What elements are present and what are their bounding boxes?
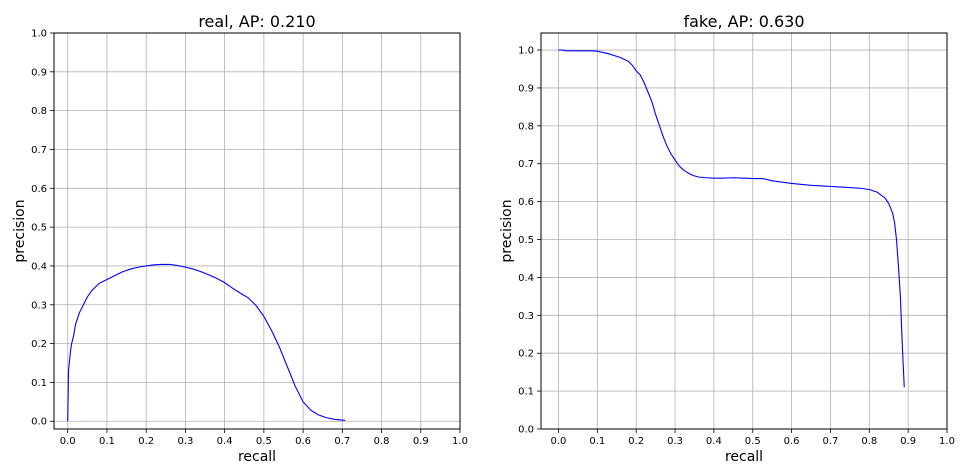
x-tick-label: 0.8 <box>374 436 390 447</box>
y-tick-label: 0.0 <box>518 425 534 436</box>
chart-real-xlabel: recall <box>238 449 276 465</box>
y-tick-label: 0.8 <box>31 106 47 117</box>
y-tick-label: 0.3 <box>518 311 534 322</box>
chart-fake-pr-curve <box>558 49 905 388</box>
y-tick-label: 1.0 <box>518 46 534 57</box>
x-tick-label: 1.0 <box>939 436 955 447</box>
y-tick-label: 0.7 <box>31 145 47 156</box>
y-tick-label: 0.6 <box>31 184 47 195</box>
y-tick-label: 0.7 <box>518 159 534 170</box>
y-tick-label: 0.1 <box>518 387 534 398</box>
x-tick-label: 0.2 <box>628 436 644 447</box>
x-tick-label: 0.5 <box>256 436 272 447</box>
chart-real-frame <box>53 32 461 430</box>
chart-real-title: real, AP: 0.210 <box>198 12 315 31</box>
y-tick-label: 0.1 <box>31 378 47 389</box>
x-tick-label: 0.5 <box>745 436 761 447</box>
y-tick-label: 0.2 <box>31 339 47 350</box>
y-tick-label: 0.5 <box>31 223 47 234</box>
y-tick-label: 0.2 <box>518 349 534 360</box>
x-tick-label: 0.8 <box>861 436 877 447</box>
chart-fake-gridlines <box>541 33 948 430</box>
chart-real-pr-curve <box>67 263 346 422</box>
chart-fake-ticks: 0.0 0.1 0.2 0.3 0.4 0.5 0.6 0.7 0.8 0.9 1.0 0.0 0.1 0… <box>518 46 955 447</box>
x-tick-label: 0.1 <box>99 436 115 447</box>
x-tick-label: 0.9 <box>900 436 916 447</box>
x-tick-label: 0.1 <box>589 436 605 447</box>
x-tick-label: 0.3 <box>177 436 193 447</box>
x-tick-label: 0.7 <box>822 436 838 447</box>
y-tick-label: 0.5 <box>518 235 534 246</box>
chart-real: real, AP: 0.210 0.0 0.1 0.2 0.3 0.4 0.5 0.6 0.7… <box>12 12 468 465</box>
chart-fake: fake, AP: 0.630 0.0 0.1 0.2 0.3 0.4 0.5 0.6 0.7… <box>499 12 955 465</box>
y-tick-label: 1.0 <box>31 29 47 40</box>
x-tick-label: 0.2 <box>138 436 154 447</box>
x-tick-label: 0.0 <box>551 436 567 447</box>
y-tick-label: 0.9 <box>518 83 534 94</box>
y-tick-label: 0.4 <box>31 261 47 272</box>
y-tick-label: 0.8 <box>518 121 534 132</box>
chart-fake-xlabel: recall <box>725 449 763 465</box>
chart-real-ylabel: precision <box>12 199 28 262</box>
y-tick-label: 0.3 <box>31 300 47 311</box>
x-tick-label: 0.4 <box>706 436 722 447</box>
x-tick-label: 0.6 <box>295 436 311 447</box>
chart-fake-ylabel: precision <box>499 199 515 262</box>
x-tick-label: 1.0 <box>452 436 468 447</box>
y-tick-label: 0.9 <box>31 67 47 78</box>
chart-fake-title: fake, AP: 0.630 <box>683 12 804 31</box>
x-tick-label: 0.0 <box>60 436 76 447</box>
y-tick-label: 0.0 <box>31 417 47 428</box>
x-tick-label: 0.3 <box>667 436 683 447</box>
x-tick-label: 0.4 <box>217 436 233 447</box>
x-tick-label: 0.6 <box>784 436 800 447</box>
y-tick-label: 0.4 <box>518 273 534 284</box>
chart-fake-frame <box>540 32 948 430</box>
x-tick-label: 0.7 <box>334 436 350 447</box>
x-tick-label: 0.9 <box>413 436 429 447</box>
chart-real-ticks: 0.0 0.1 0.2 0.3 0.4 0.5 0.6 0.7 0.8 0.9 1.0 0.0 0.1 0… <box>31 29 468 448</box>
y-tick-label: 0.6 <box>518 197 534 208</box>
